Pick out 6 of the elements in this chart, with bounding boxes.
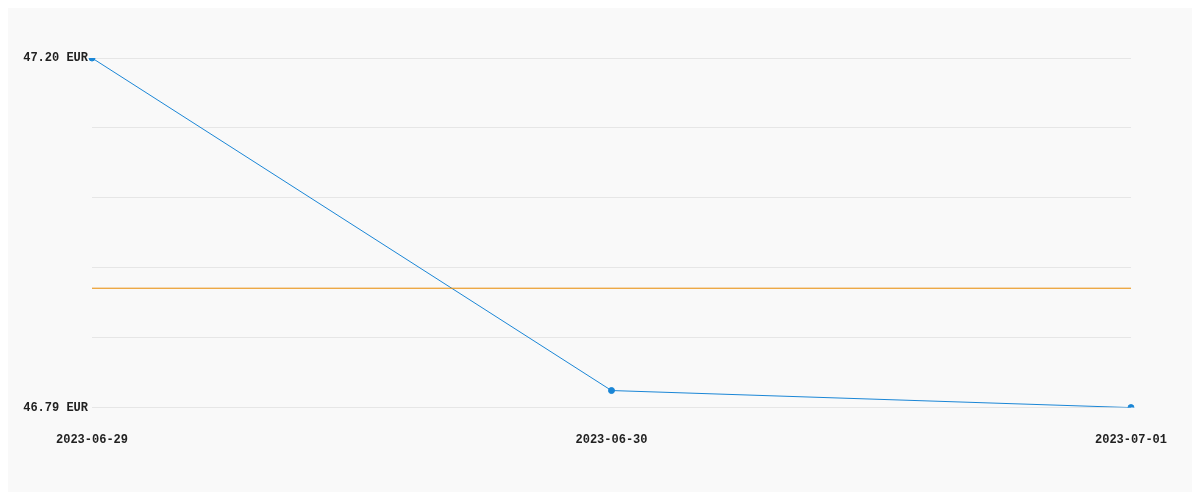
y-tick-label: 46.79 EUR xyxy=(23,400,89,415)
x-tick-label: 2023-06-30 xyxy=(575,432,648,447)
point xyxy=(608,387,615,395)
y-tick-label: 47.20 EUR xyxy=(23,51,89,66)
x-tick-label: 2023-07-01 xyxy=(1094,432,1167,447)
x-tick-label: 2023-06-29 xyxy=(55,432,129,447)
